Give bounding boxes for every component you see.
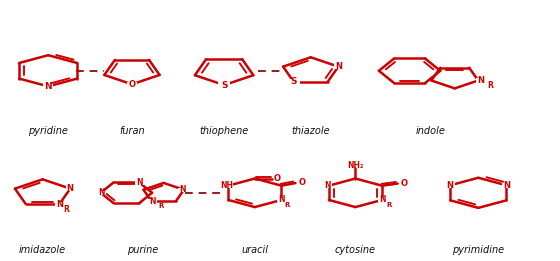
Text: furan: furan (119, 126, 145, 135)
Text: N: N (278, 195, 284, 204)
Text: NH: NH (221, 181, 234, 190)
Text: N: N (99, 188, 105, 197)
FancyBboxPatch shape (55, 202, 64, 207)
Text: purine: purine (128, 245, 159, 255)
Text: N: N (335, 62, 342, 71)
Text: N: N (447, 181, 454, 190)
FancyBboxPatch shape (135, 180, 144, 185)
Text: uracil: uracil (241, 245, 268, 255)
Text: thiazole: thiazole (291, 126, 330, 135)
Text: imidazole: imidazole (19, 245, 66, 255)
Text: O: O (128, 80, 136, 89)
Text: N: N (67, 184, 74, 193)
FancyBboxPatch shape (221, 183, 234, 188)
FancyBboxPatch shape (377, 198, 386, 202)
FancyBboxPatch shape (66, 186, 74, 191)
FancyBboxPatch shape (178, 188, 187, 192)
FancyBboxPatch shape (323, 183, 332, 188)
Text: R: R (284, 202, 290, 208)
FancyBboxPatch shape (43, 84, 53, 89)
Text: N: N (56, 200, 63, 209)
FancyBboxPatch shape (287, 79, 300, 85)
FancyBboxPatch shape (97, 191, 106, 195)
Text: R: R (63, 205, 69, 214)
Text: pyrimidine: pyrimidine (452, 245, 505, 255)
Text: indole: indole (416, 126, 446, 135)
Text: pyridine: pyridine (28, 126, 68, 135)
FancyBboxPatch shape (127, 82, 137, 87)
FancyBboxPatch shape (148, 199, 157, 204)
FancyBboxPatch shape (277, 198, 286, 202)
Text: S: S (221, 81, 227, 90)
Text: O: O (298, 178, 306, 187)
Text: R: R (386, 202, 391, 208)
FancyBboxPatch shape (502, 183, 511, 188)
Text: R: R (488, 81, 493, 90)
Text: thiophene: thiophene (199, 126, 249, 135)
Text: N: N (150, 197, 156, 206)
Text: N: N (503, 181, 510, 190)
Text: O: O (401, 179, 408, 188)
Text: N: N (44, 82, 52, 91)
Text: cytosine: cytosine (335, 245, 376, 255)
FancyBboxPatch shape (477, 78, 486, 83)
Text: N: N (324, 181, 330, 190)
Text: N: N (478, 76, 484, 85)
FancyBboxPatch shape (446, 183, 455, 188)
Text: N: N (379, 195, 385, 204)
Text: S: S (291, 77, 297, 86)
Text: N: N (180, 185, 186, 194)
Text: N: N (136, 178, 142, 187)
Text: R: R (158, 204, 164, 210)
Text: O: O (274, 174, 281, 182)
FancyBboxPatch shape (218, 82, 230, 88)
Text: NH₂: NH₂ (347, 161, 363, 170)
FancyBboxPatch shape (334, 64, 343, 69)
